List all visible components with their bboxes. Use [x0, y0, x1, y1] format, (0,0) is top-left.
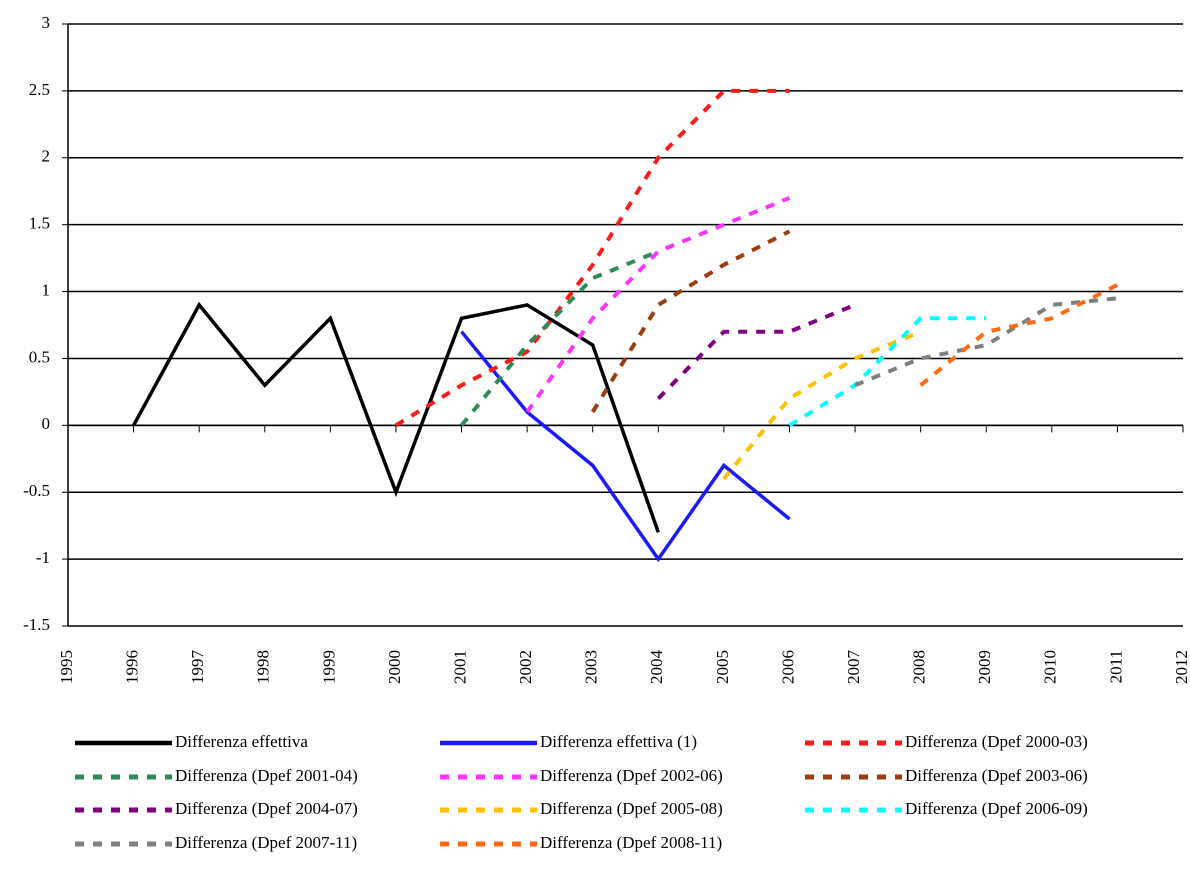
y-tick-label: 1.5: [29, 214, 50, 233]
x-tick-label: 1998: [254, 650, 273, 684]
x-tick-label: 2008: [910, 650, 929, 684]
line-series: [854, 296, 1118, 388]
line-series: [132, 301, 660, 533]
legend-label: Differenza (Dpef 2000-03): [905, 732, 1088, 751]
x-tick-label: 2001: [450, 650, 469, 684]
x-tick-label: 2012: [1172, 650, 1190, 684]
x-tick-label: 2004: [647, 650, 666, 685]
y-tick-label: 1: [42, 280, 51, 299]
legend-label: Differenza (Dpef 2006-09): [905, 799, 1088, 818]
x-tick-label: 2011: [1106, 650, 1125, 683]
y-tick-label: 0.5: [29, 347, 50, 366]
x-tick-label: 1996: [122, 650, 141, 684]
x-tick-label: 1995: [57, 650, 76, 684]
y-tick-label: 2: [42, 147, 51, 166]
legend-label: Differenza (Dpef 2003-06): [905, 766, 1088, 785]
y-tick-label: 0: [42, 414, 51, 433]
line-series: [591, 229, 791, 414]
y-tick-label: 3: [42, 13, 51, 32]
line-series: [525, 196, 791, 414]
y-tick-label: -1: [36, 548, 50, 567]
y-tick-label: -0.5: [23, 481, 50, 500]
legend-label: Differenza (Dpef 2005-08): [540, 799, 723, 818]
line-series: [460, 330, 791, 563]
x-tick-label: 1999: [319, 650, 338, 684]
x-tick-label: 2002: [516, 650, 535, 684]
y-tick-label: 2.5: [29, 80, 50, 99]
y-tick-label: -1.5: [23, 615, 50, 634]
line-series: [919, 283, 1119, 387]
line-series: [459, 249, 660, 427]
x-tick-label: 2009: [975, 650, 994, 684]
x-tick-label: 1997: [188, 650, 207, 685]
x-tick-label: 2006: [778, 650, 797, 684]
x-tick-label: 2010: [1041, 650, 1060, 684]
x-tick-label: 2007: [844, 650, 863, 685]
line-series: [656, 303, 856, 400]
legend-label: Differenza effettiva (1): [540, 732, 697, 751]
legend-label: Differenza (Dpef 2002-06): [540, 766, 723, 785]
line-series: [788, 316, 987, 428]
legend-label: Differenza (Dpef 2001-04): [175, 766, 358, 785]
x-tick-label: 2003: [582, 650, 601, 684]
x-tick-label: 2000: [385, 650, 404, 684]
legend-label: Differenza (Dpef 2004-07): [175, 799, 358, 818]
legend-label: Differenza (Dpef 2008-11): [540, 833, 722, 852]
x-tick-label: 2005: [713, 650, 732, 684]
legend-label: Differenza (Dpef 2007-11): [175, 833, 357, 852]
line-series: [394, 88, 790, 428]
legend-label: Differenza effettiva: [175, 732, 308, 751]
